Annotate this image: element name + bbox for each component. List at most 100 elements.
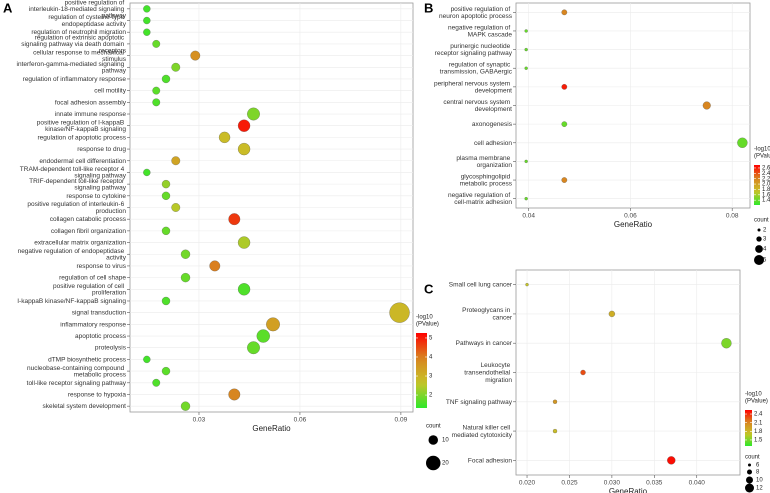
y-tick-label: central nervous system development	[443, 99, 512, 113]
dot	[524, 197, 528, 201]
x-tick-label: 0.020	[519, 480, 536, 487]
size-key	[747, 469, 752, 475]
color-tick-label: 2.6	[762, 166, 770, 172]
dot	[561, 9, 568, 16]
dot	[524, 29, 528, 33]
y-tick-label: cell adhesion	[474, 139, 512, 146]
x-tick-label: 0.08	[726, 213, 739, 220]
dot	[152, 98, 161, 107]
color-tick-label: 1.8	[754, 429, 763, 435]
dot	[256, 329, 270, 343]
y-tick-label: Natural killer cell mediated cytotoxicit…	[452, 424, 513, 439]
x-tick-label: 0.06	[294, 417, 307, 424]
dot	[209, 260, 221, 272]
size-key	[426, 455, 441, 471]
dot	[152, 40, 161, 48]
color-tick-label: 1.6	[762, 192, 770, 198]
color-bar	[754, 165, 760, 205]
y-tick-label: glycosphingolipid metabolic process	[460, 173, 513, 187]
size-key-label: 6	[756, 463, 760, 469]
dot	[171, 62, 181, 72]
y-tick-label: positive regulation of I-kappaB kinase/N…	[37, 119, 127, 133]
dot	[580, 369, 586, 376]
y-tick-label: I-kappaB kinase/NF-kappaB signaling	[17, 298, 126, 305]
color-tick-label: 2.4	[762, 171, 770, 177]
dot	[161, 226, 171, 236]
legend-title: (PValue)	[745, 399, 768, 405]
y-tick-label: negative regulation of endopeptidase act…	[18, 248, 127, 262]
color-tick-label: 2.2	[762, 176, 770, 182]
dot	[237, 283, 251, 296]
y-tick-label: TNF signaling pathway	[446, 399, 513, 406]
color-tick-label: 1.5	[754, 438, 763, 444]
dot	[237, 142, 251, 156]
y-tick-label: response to hypoxia	[68, 391, 127, 398]
y-tick-label: apoptotic process	[75, 333, 127, 340]
y-tick-label: inflammatory response	[60, 321, 126, 328]
size-key-label: 10	[442, 438, 449, 444]
y-tick-label: positive regulation of interleukin-18-me…	[29, 0, 127, 19]
y-tick-label: plasma membrane organization	[456, 155, 512, 169]
y-tick-label: toll-like receptor signaling pathway	[27, 380, 127, 387]
dot	[525, 282, 529, 287]
panel-letter: A	[3, 0, 13, 15]
y-tick-label: purinergic nucleotide receptor signaling…	[435, 43, 513, 57]
y-tick-label: regulation of extrinsic apoptotic signal…	[21, 34, 127, 54]
x-tick-label: 0.025	[561, 480, 578, 487]
dot	[721, 338, 732, 349]
x-tick-label: 0.06	[624, 213, 637, 220]
size-key-label: 2	[763, 228, 767, 234]
dot	[561, 121, 568, 127]
dot	[228, 388, 241, 401]
size-key-label: 5	[763, 258, 767, 264]
color-tick-label: 2.0	[762, 182, 770, 188]
y-tick-label: negative regulation of MAPK cascade	[448, 24, 512, 38]
y-tick-label: positive regulation of interleukin-6 pro…	[27, 201, 126, 215]
dot	[237, 236, 251, 249]
dot	[171, 156, 181, 166]
x-axis-title: GeneRatio	[614, 220, 653, 229]
dot	[180, 401, 191, 411]
dot	[161, 179, 171, 189]
y-tick-label: signal transduction	[72, 309, 127, 316]
size-key-label: 10	[756, 478, 763, 484]
y-tick-label: response to drug	[77, 146, 126, 153]
y-tick-label: regulation of cysteine-type endopeptidas…	[48, 14, 126, 28]
y-tick-label: innate immune response	[55, 111, 127, 118]
panel-letter: C	[424, 281, 434, 296]
dot	[143, 28, 151, 36]
panel-letter: B	[424, 0, 433, 15]
legend-title: count	[754, 218, 769, 224]
size-key	[757, 228, 761, 232]
y-tick-label: interferon-gamma-mediated signaling path…	[17, 61, 127, 75]
y-tick-label: nucleobase-containing compound metabolic…	[27, 365, 127, 379]
y-tick-label: dTMP biosynthetic process	[48, 356, 127, 363]
dot	[161, 191, 171, 200]
y-tick-label: regulation of apoptotic process	[37, 134, 126, 141]
x-tick-label: 0.040	[689, 480, 706, 487]
legend-title: count	[745, 455, 760, 461]
dot	[247, 341, 260, 355]
size-key	[428, 435, 438, 445]
dot	[524, 159, 528, 164]
size-key-label: 4	[763, 247, 767, 253]
dot	[524, 66, 528, 70]
y-tick-label: Focal adhesion	[468, 457, 512, 464]
color-tick-label: 5	[429, 336, 433, 342]
dot	[143, 16, 151, 25]
y-tick-label: response to virus	[77, 263, 127, 270]
dot	[161, 296, 171, 306]
x-axis-title: GeneRatio	[252, 424, 291, 433]
dot	[561, 84, 568, 90]
y-tick-label: Leukocyte transendothelial migration	[464, 362, 512, 384]
dot	[552, 399, 558, 404]
y-tick-label: response to cytokine	[66, 193, 126, 200]
legend-title: -log10	[745, 392, 762, 398]
y-tick-label: Pathways in cancer	[456, 340, 513, 347]
dot	[737, 137, 748, 148]
y-tick-label: cell motility	[94, 87, 127, 94]
color-tick-label: 1.4	[762, 198, 770, 204]
dot	[143, 168, 151, 177]
size-key	[748, 463, 751, 467]
